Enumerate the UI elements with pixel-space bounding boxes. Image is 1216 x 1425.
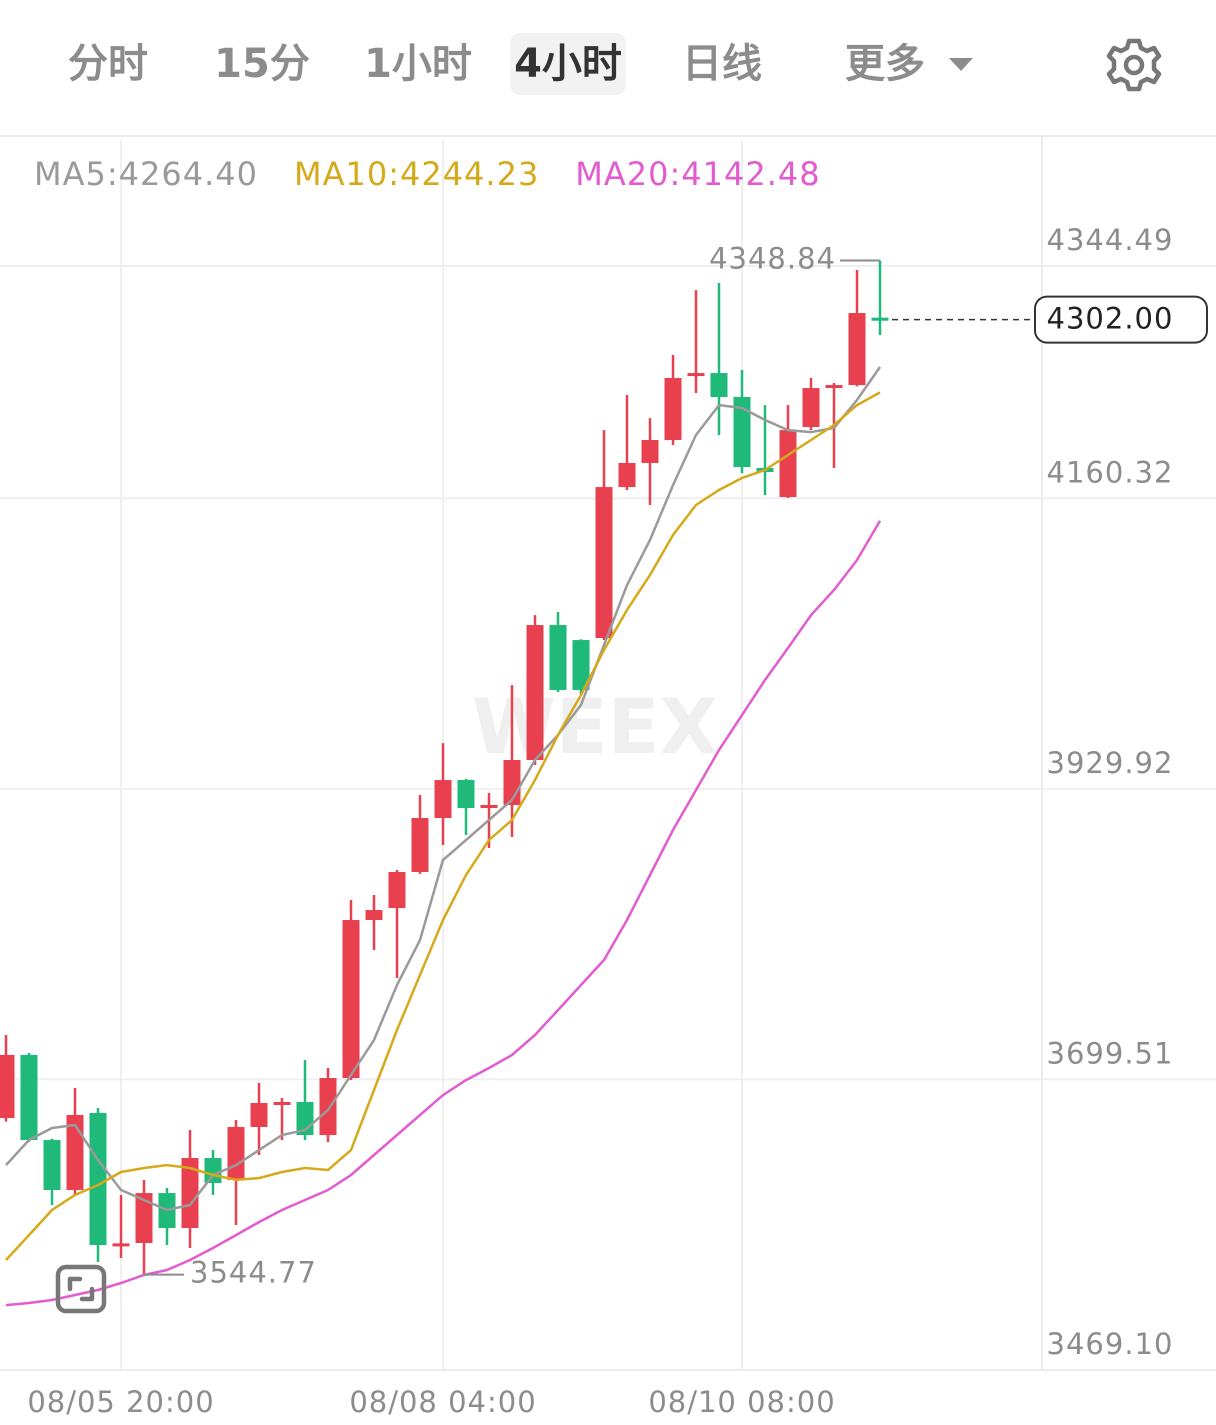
candle-body (135, 1193, 153, 1244)
last-price-label: 4302.00 (1047, 302, 1174, 336)
candle-body (319, 1078, 337, 1136)
legend-entry: MA5:4264.40 (34, 155, 258, 193)
candle-body (871, 317, 889, 321)
candle-body (457, 780, 475, 809)
candle-body (66, 1114, 84, 1191)
candle-body (733, 397, 751, 468)
candle-body (664, 377, 682, 441)
y-tick-label: 3699.51 (1047, 1036, 1174, 1070)
y-tick-label: 3469.10 (1047, 1327, 1174, 1361)
candle-body (549, 625, 567, 690)
timeframe-tab[interactable]: 4小时 (514, 41, 622, 87)
candle-body (572, 640, 590, 690)
candle-body (342, 920, 360, 1079)
ma-line (5, 520, 882, 1307)
timeframe-tab[interactable]: 1小时 (364, 41, 472, 87)
candle-body (526, 625, 544, 760)
settings-button[interactable] (1106, 38, 1162, 92)
candle-body (89, 1112, 107, 1246)
candle-body (204, 1158, 222, 1183)
ma-line (5, 366, 882, 1212)
expand-frame (55, 1264, 107, 1314)
watermark: WEEX (472, 682, 718, 771)
candle-body (618, 462, 636, 488)
selected-tab-bg (510, 33, 626, 95)
y-tick-label: 4160.32 (1047, 455, 1174, 489)
candle-body (825, 385, 843, 389)
y-tick-label: 3929.92 (1047, 746, 1174, 780)
timeframe-tab[interactable]: 15分 (214, 41, 310, 87)
y-tick-label: 4344.49 (1047, 223, 1174, 257)
ma-line (5, 391, 881, 1261)
legend: MA5:4264.40 MA10:4244.23 MA20:4142.48 (34, 155, 820, 193)
expand-button[interactable] (55, 1264, 107, 1314)
gear-icon (1106, 38, 1162, 92)
candle-body (43, 1139, 61, 1191)
candle-body (480, 805, 498, 809)
max-label: 4348.84 (709, 242, 836, 276)
candle-body (365, 910, 383, 921)
candle-body (710, 373, 728, 398)
last-price-tag (1034, 295, 1208, 344)
timeframe-tab[interactable]: 分时 (68, 41, 148, 87)
candle-body (112, 1243, 130, 1247)
candle-body (273, 1102, 291, 1106)
candle-body (411, 817, 429, 872)
legend-entry: MA20:4142.48 (575, 155, 820, 193)
x-tick-label: 08/05 20:00 (27, 1385, 214, 1419)
candle-body (434, 780, 452, 818)
candle-body (848, 313, 866, 386)
candle-body (687, 373, 705, 377)
expand-arrows (67, 1276, 95, 1302)
candle-body (250, 1103, 268, 1127)
candle-body (595, 487, 613, 639)
candle-body (0, 1054, 15, 1119)
candle-body (641, 440, 659, 463)
candle-body (779, 430, 797, 498)
more-tab[interactable]: 更多 (845, 41, 925, 87)
more-caret[interactable] (949, 58, 973, 71)
legend-entry: MA10:4244.23 (294, 155, 539, 193)
candle-body (802, 388, 820, 428)
candle-body (181, 1158, 199, 1228)
candle-body (227, 1126, 245, 1180)
candle-body (388, 871, 406, 909)
x-tick-label: 08/08 04:00 (349, 1385, 536, 1419)
candle-body (20, 1054, 38, 1140)
gear-center (1123, 54, 1145, 76)
x-tick-label: 08/10 08:00 (648, 1385, 835, 1419)
min-label: 3544.77 (190, 1256, 317, 1290)
timeframe-tab[interactable]: 日线 (682, 41, 762, 87)
